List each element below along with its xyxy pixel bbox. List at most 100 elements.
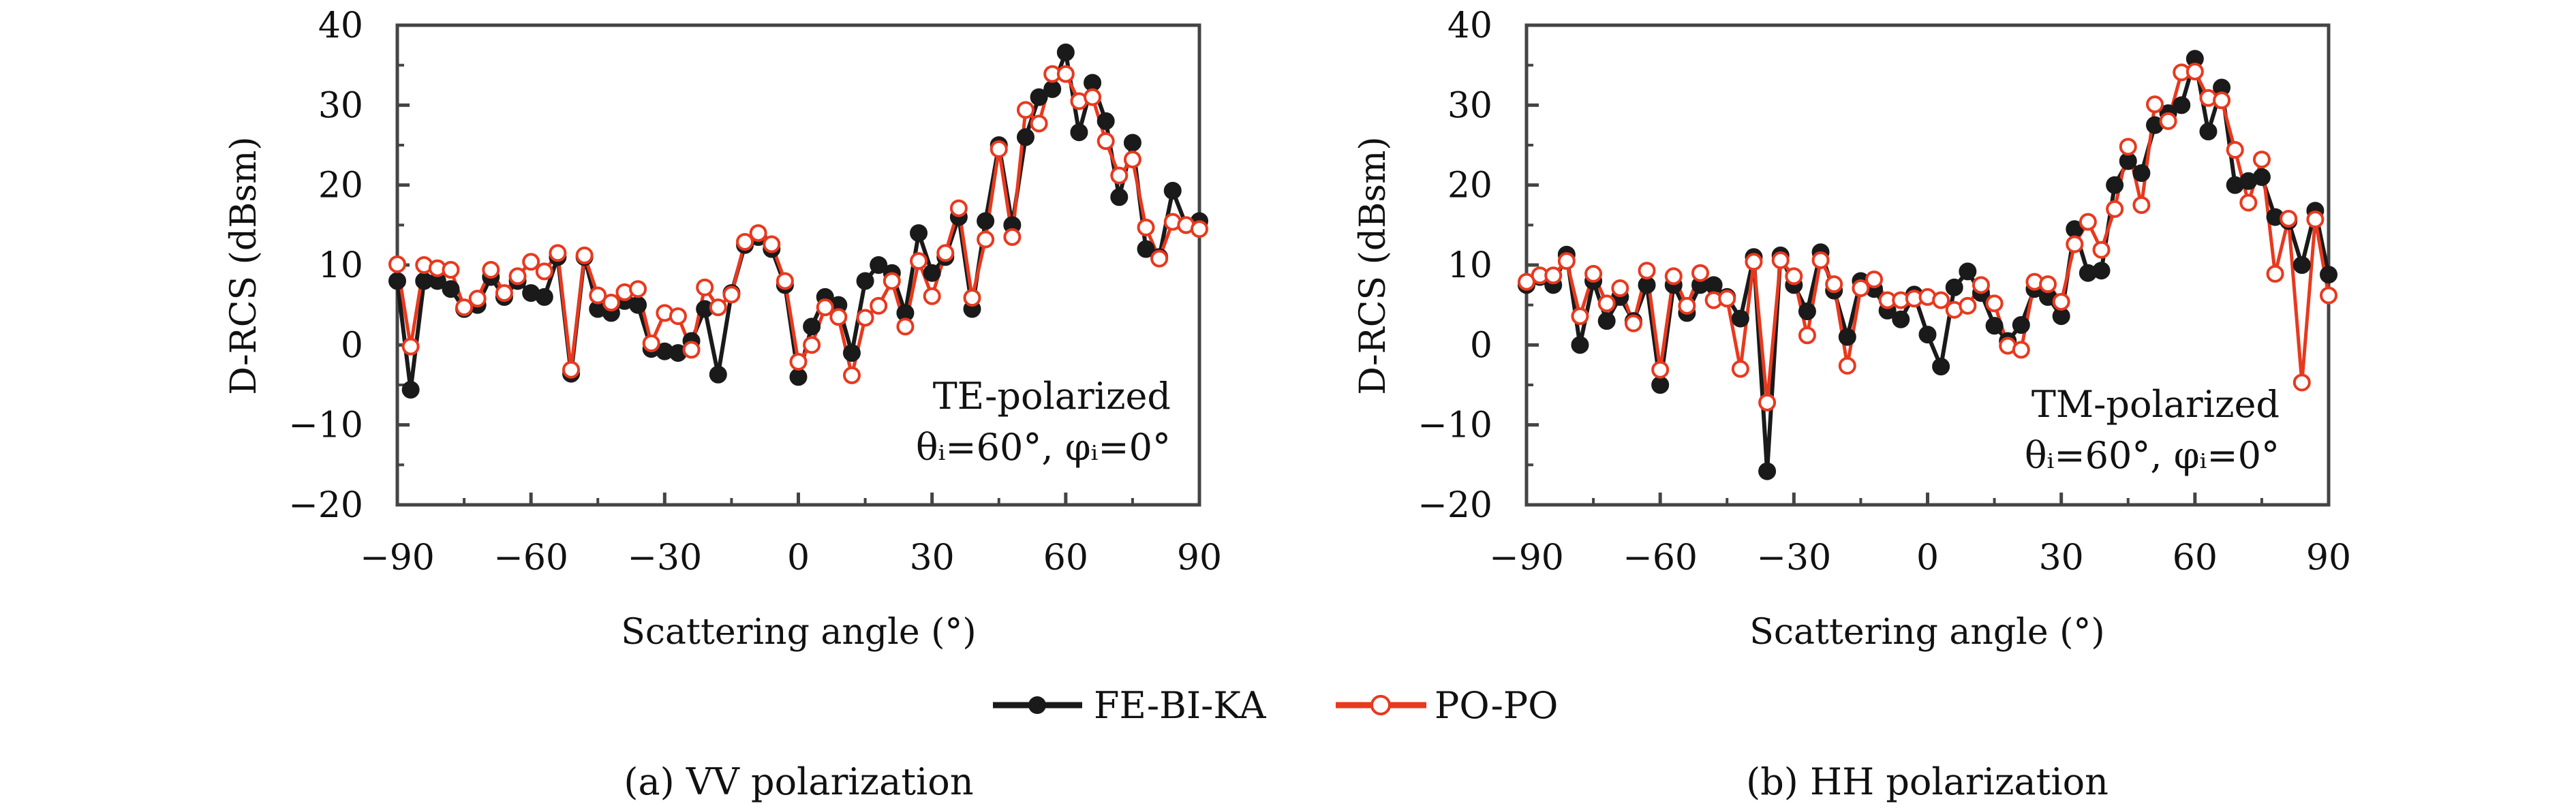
data-point-fe-bi-ka [401,381,420,399]
data-point-fe-bi-ka [856,272,874,290]
annotation-angles: θᵢ=60°, φᵢ=0° [916,426,1171,469]
data-point-fe-bi-ka [1838,328,1856,346]
y-tick-label: 0 [1470,325,1492,366]
data-point-po-po [963,289,981,307]
panel-vv-polarization: −20 −10 0 10 20 30 40 −90 −60 −30 0 30 60 90 D-RCS (… [224,5,1222,803]
x-axis-title: Scattering angle (°) [621,612,976,653]
y-tick-label: −20 [288,485,363,526]
x-ticks: −90 −60 −30 0 30 60 90 [1489,493,2351,578]
data-point-fe-bi-ka [2092,262,2111,280]
y-tick-label: 20 [1447,166,1492,206]
data-point-po-po [1731,360,1749,378]
data-point-po-po [2145,95,2164,114]
data-point-po-po [722,285,741,304]
data-point-po-po [829,308,848,326]
data-point-po-po [482,261,500,279]
data-point-fe-bi-ka [842,344,861,362]
data-point-fe-bi-ka [1597,312,1616,330]
data-point-fe-bi-ka [1638,276,1656,294]
x-tick-label: 30 [910,538,955,578]
data-point-fe-bi-ka [1798,302,1816,321]
data-point-po-po [2106,200,2124,218]
data-point-fe-bi-ka [1163,181,1182,200]
data-point-po-po [1544,266,1563,285]
data-point-po-po [1016,101,1034,119]
data-point-po-po [1745,253,1763,271]
data-point-po-po [442,261,460,279]
data-point-fe-bi-ka [2252,168,2271,186]
data-point-po-po [1571,307,1589,326]
x-tick-label: 30 [2039,538,2084,578]
y-tick-label: −10 [288,405,363,446]
data-point-po-po [1838,356,1856,375]
data-point-po-po [696,278,714,296]
data-point-po-po [763,235,781,253]
data-point-po-po [2079,213,2097,231]
x-tick-label: −30 [627,538,702,578]
annotation-polarization: TE-polarized [933,375,1171,418]
data-point-fe-bi-ka [1758,462,1777,480]
data-point-po-po [1852,279,1870,298]
x-tick-label: −60 [1623,538,1698,578]
data-point-po-po [642,334,660,352]
data-point-po-po [949,199,968,217]
data-point-po-po [910,252,928,270]
x-tick-label: 90 [2306,538,2351,578]
y-tick-label: 10 [1447,245,1492,286]
data-point-po-po [1785,267,1803,285]
data-point-fe-bi-ka [535,288,553,306]
data-point-fe-bi-ka [1137,240,1155,258]
data-point-fe-bi-ka [1056,43,1075,61]
data-point-fe-bi-ka [388,272,406,290]
y-ticks: −20 −10 0 10 20 30 40 [288,5,410,526]
x-axis-title: Scattering angle (°) [1749,612,2104,653]
data-point-po-po [2119,138,2137,156]
x-tick-label: −90 [1489,538,1564,578]
data-point-fe-bi-ka [2119,152,2137,170]
data-point-fe-bi-ka [1097,112,1115,130]
data-point-po-po [1137,218,1155,236]
data-point-po-po [977,230,995,249]
y-tick-label: −20 [1417,485,1492,526]
data-point-po-po [2092,240,2111,259]
data-point-fe-bi-ka [1651,376,1670,394]
data-point-po-po [776,272,794,290]
data-point-po-po [1084,88,1102,106]
data-point-fe-bi-ka [1932,358,1950,376]
data-point-fe-bi-ka [709,365,727,384]
data-point-po-po [2039,275,2057,294]
y-tick-label: 40 [1447,5,1492,46]
data-point-fe-bi-ka [2012,316,2030,334]
x-tick-label: −90 [360,538,435,578]
data-point-fe-bi-ka [1731,309,1749,328]
legend-item-fe-bi-ka: FE-BI-KA [993,684,1267,727]
data-point-po-po [1123,151,1141,169]
data-point-po-po [2066,235,2084,253]
data-point-po-po [2266,264,2284,283]
data-point-po-po [1597,294,1616,313]
data-point-po-po [2132,196,2151,214]
data-point-fe-bi-ka [1571,336,1589,354]
x-tick-label: 0 [1916,538,1939,578]
data-point-po-po [602,294,620,312]
data-point-po-po [709,298,727,317]
data-point-po-po [2213,91,2231,110]
data-point-po-po [1972,276,1990,294]
data-point-po-po [2186,63,2204,81]
data-point-fe-bi-ka [2199,123,2218,141]
data-point-po-po [2052,292,2070,311]
data-point-po-po [2280,209,2298,228]
y-axis-title: D-RCS (dBsm) [1353,136,1394,394]
data-point-fe-bi-ka [870,256,888,274]
data-point-fe-bi-ka [1704,276,1723,294]
legend-label-fe-bi-ka: FE-BI-KA [1094,684,1267,727]
data-point-po-po [1191,220,1208,238]
data-point-po-po [936,244,955,262]
x-tick-label: 90 [1177,538,1222,578]
data-point-fe-bi-ka [2173,96,2191,114]
y-tick-label: 40 [318,5,363,46]
data-point-fe-bi-ka [1959,262,1977,281]
data-point-fe-bi-ka [1016,128,1034,146]
data-point-po-po [1771,251,1790,269]
data-point-po-po [2012,341,2030,359]
